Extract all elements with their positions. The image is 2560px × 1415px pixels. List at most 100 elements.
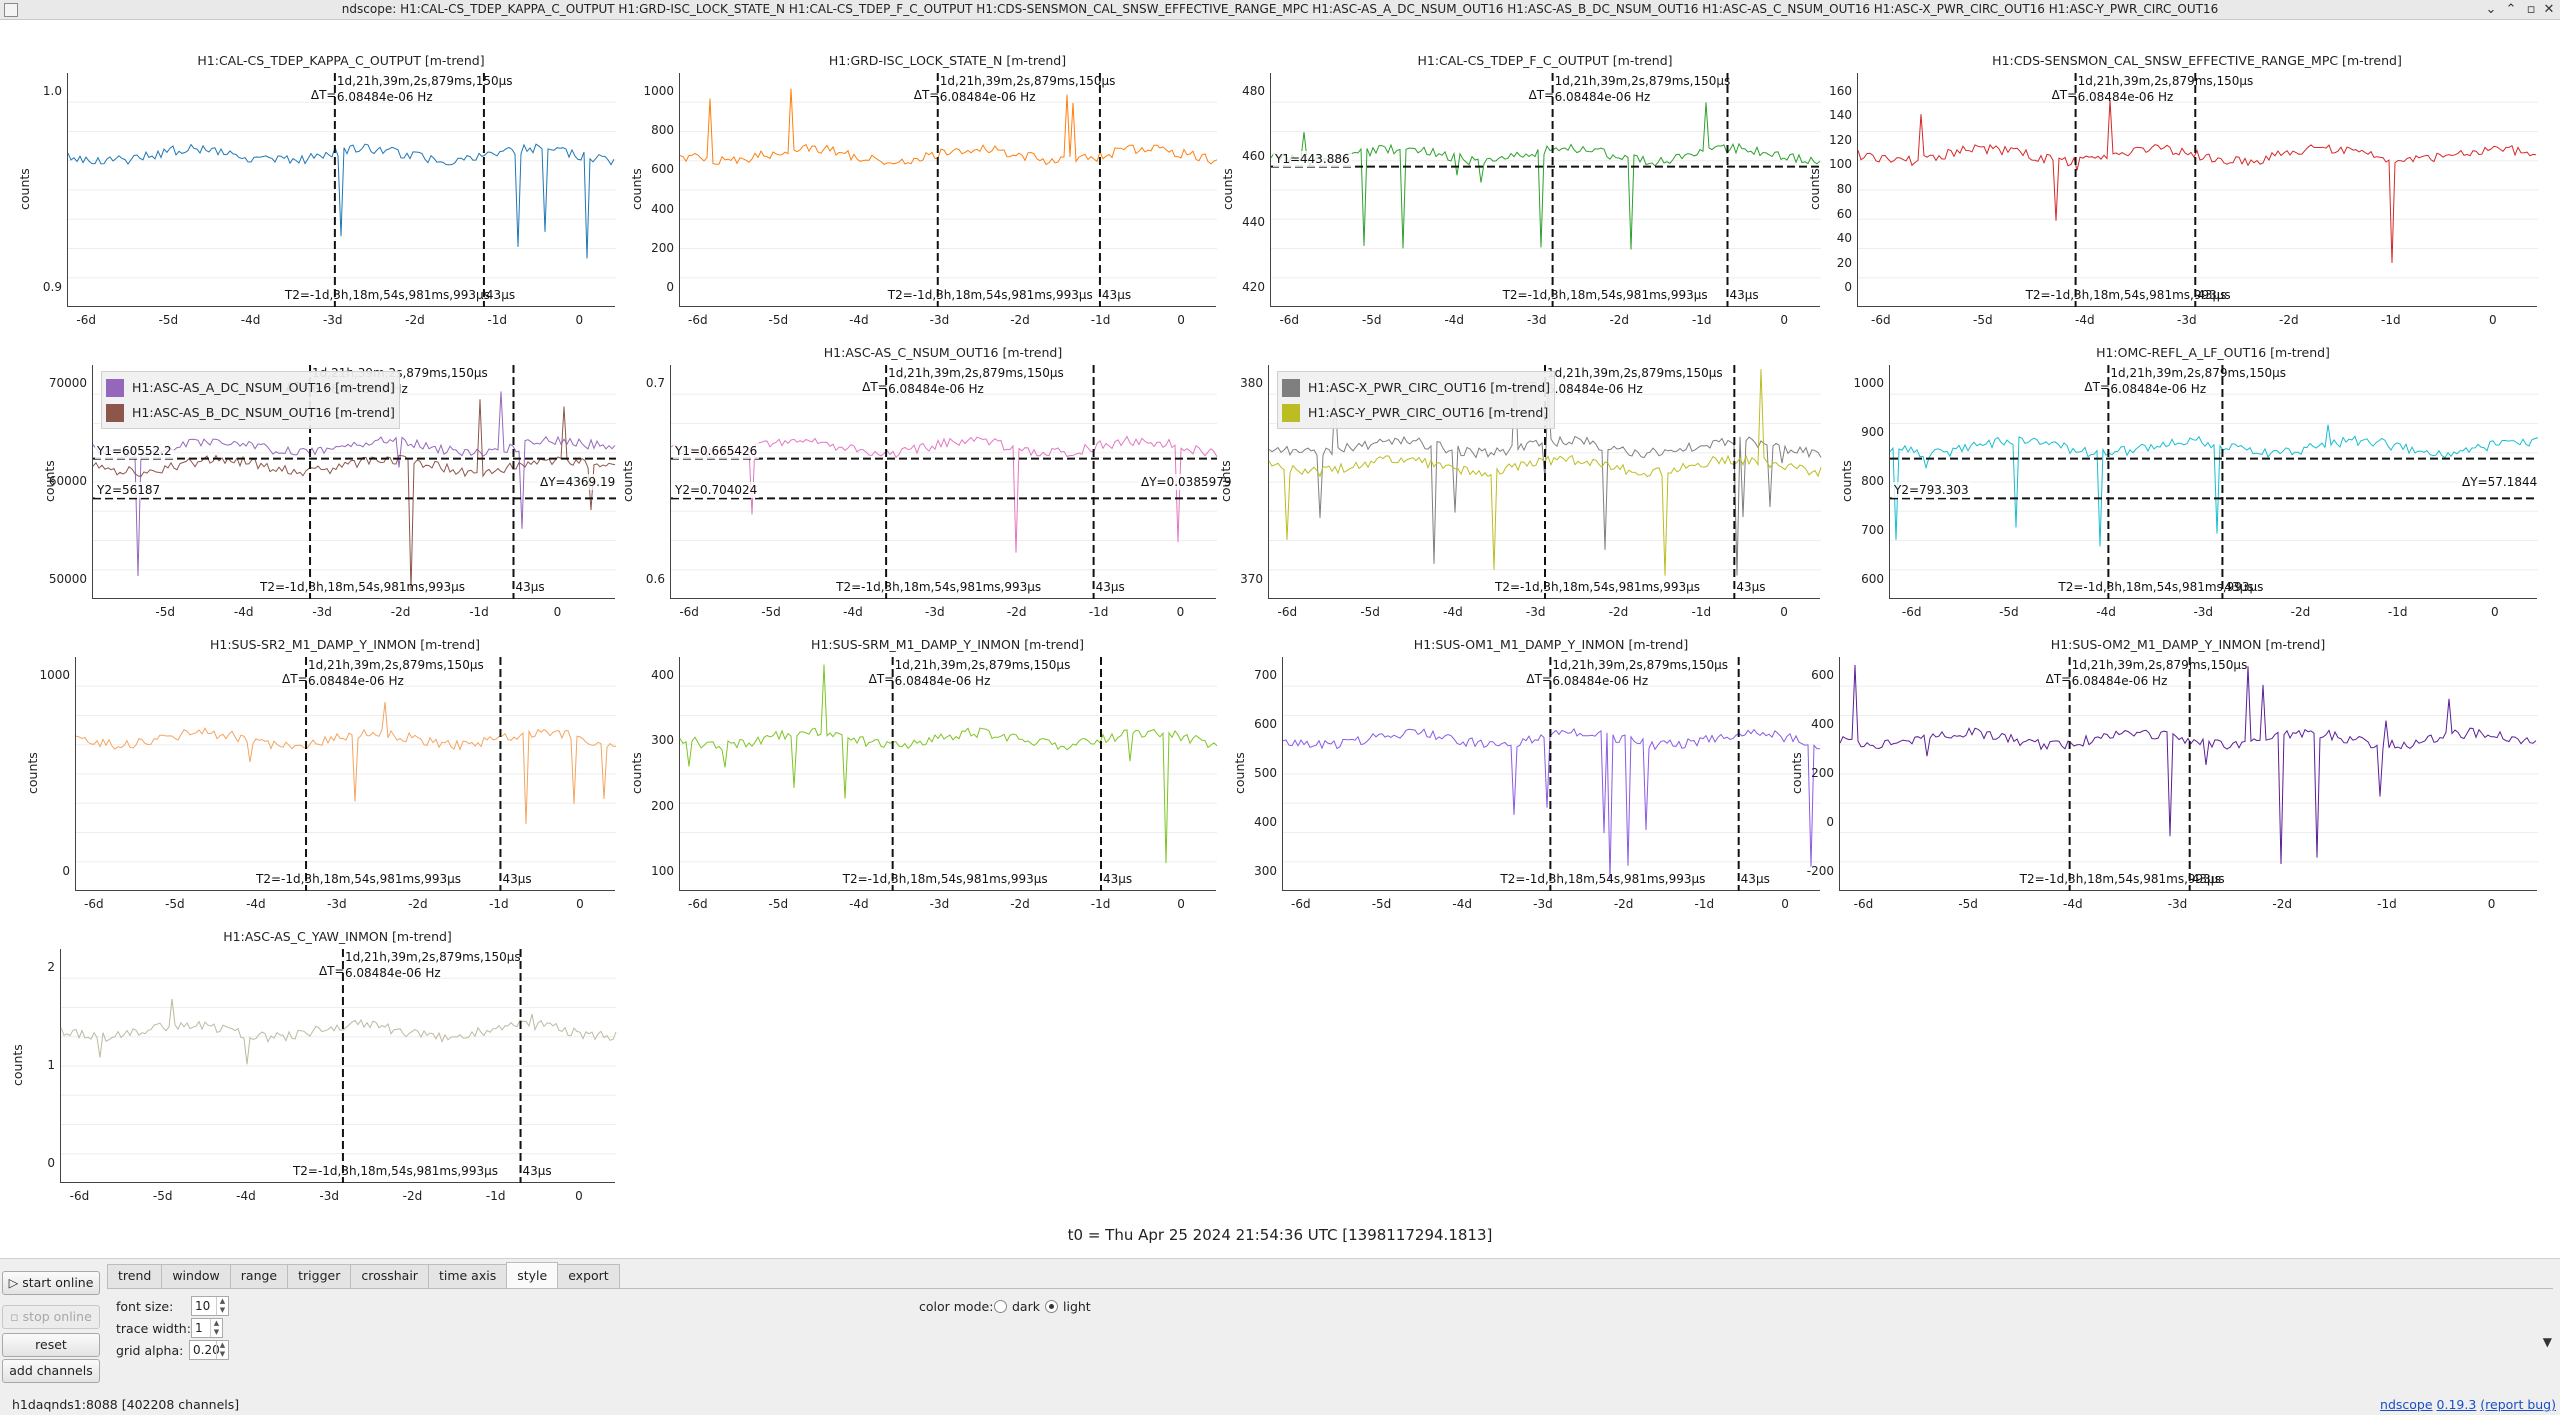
tab-range[interactable]: range [229,1264,289,1288]
add-channels-button[interactable]: add channels [2,1359,100,1383]
frequency-readout: 6.08484e-06 Hz [888,382,984,396]
t2-readout-suffix: 43μs [1101,288,1132,302]
trace-canvas [60,949,617,1183]
x-tick-label: -5d [158,313,179,327]
legend-item[interactable]: H1:ASC-AS_B_DC_NSUM_OUT16 [m-trend] [106,400,395,425]
legend-label: H1:ASC-Y_PWR_CIRC_OUT16 [m-trend] [1308,405,1549,420]
trace-canvas [1839,657,2538,891]
style-pane: font size: 10 ▲ ▼ trace width: 1 ▲ ▼ grid al… [107,1288,2553,1388]
x-tick-label: 0 [1780,605,1788,619]
plot-axes-asab[interactable]: ΔT=1d,21h,39m,2s,879ms,150μs6.08484e-06 … [92,365,618,599]
t2-readout: T2=-1d,3h,18m,54s,981ms,993μs [1502,288,1708,302]
x-tick-label: 0 [553,605,562,619]
font-size-spinbox[interactable]: 10 ▲ ▼ [191,1296,229,1316]
plot-axes-fc[interactable]: ΔT= 1d,21h,39m,2s,879ms,150μs 6.08484e-06 … [1270,73,1821,307]
x-tick-label: -1d [1090,897,1111,911]
color-mode-label: color mode: [919,1299,994,1314]
tab-time-axis[interactable]: time axis [427,1264,508,1288]
y-tick-label: 400 [1254,815,1277,830]
trace-width-spinbox[interactable]: 1 ▲ ▼ [191,1318,223,1338]
y-tick-label: 700 [1861,523,1884,538]
plot-title-kappa: H1:CAL-CS_TDEP_KAPPA_C_OUTPUT [m-trend] [197,53,485,68]
plot-axes-om2[interactable]: ΔT= 1d,21h,39m,2s,879ms,150μs 6.08484e-06 … [1839,657,2538,891]
legend-asab[interactable]: H1:ASC-AS_A_DC_NSUM_OUT16 [m-trend] H1:AS… [101,371,400,429]
y-tick-label: 2 [47,959,55,974]
t2-readout-suffix: 43μs [502,872,532,886]
legend-item[interactable]: H1:ASC-AS_A_DC_NSUM_OUT16 [m-trend] [106,375,395,400]
y-tick-label: 200 [1811,766,1834,780]
y-tick-label: 200 [651,240,674,255]
version-link[interactable]: 0.19.3 [2436,1397,2477,1412]
y2-readout: Y2=793.303 [1892,482,1971,499]
t1-readout: 1d,21h,39m,2s,879ms,150μs [1547,366,1723,380]
legend-item[interactable]: H1:ASC-X_PWR_CIRC_OUT16 [m-trend] [1282,375,1550,400]
legend-item[interactable]: H1:ASC-Y_PWR_CIRC_OUT16 [m-trend] [1282,400,1550,425]
close-button[interactable]: ✕ [2543,2,2555,17]
tab-export[interactable]: export [557,1264,620,1288]
t2-readout: T2=-1d,3h,18m,54s,981ms,993μs [2025,288,2231,302]
trace-line-sr2 [75,701,617,825]
x-tick-label: -5d [152,1189,173,1203]
frequency-readout: 6.08484e-06 Hz [2077,90,2174,104]
spin-arrows-icon[interactable]: ▲ ▼ [216,1341,228,1359]
plot-axes-kappa[interactable]: ΔT= 1d,21h,39m,2s,879ms,150μs 6.08484e-06 … [67,73,616,307]
y-tick-label: 800 [1861,474,1884,488]
x-tick-label: -1d [1691,605,1712,619]
y2-readout: Y2=56187 [95,482,163,499]
x-tick-label: -3d [2177,313,2197,327]
spin-arrows-icon[interactable]: ▲ ▼ [216,1297,228,1315]
plot-axes-omc[interactable]: ΔT= 1d,21h,39m,2s,879ms,150μs 6.08484e-06 … [1889,365,2540,599]
plot-axes-sensmon[interactable]: ΔT= 1d,21h,39m,2s,879ms,150μs 6.08484e-06 … [1857,73,2538,307]
x-tick-label: -1d [1694,897,1715,911]
t1-readout: 1d,21h,39m,2s,879ms,150μs [888,366,1064,380]
plot-axes-srm[interactable]: ΔT= 1d,21h,39m,2s,879ms,150μs 6.08484e-06 … [679,657,1218,891]
tab-trend[interactable]: trend [107,1264,163,1288]
x-tick-label: -6d [1901,605,1922,619]
plot-axes-grd[interactable]: ΔT= 1d,21h,39m,2s,879ms,150μs 6.08484e-06 … [679,73,1218,307]
legend-swatch [1282,378,1300,397]
restore-button[interactable]: ▫ [2526,2,2536,17]
x-tick-label: -2d [1006,605,1027,619]
plot-axes-om1[interactable]: ΔT= 1d,21h,39m,2s,879ms,150μs 6.08484e-06 … [1282,657,1821,891]
t2-readout: T2=-1d,3h,18m,54s,981ms,993μs [2058,580,2264,594]
light-mode-radio[interactable] [1045,1300,1058,1313]
tab-trigger[interactable]: trigger [287,1264,352,1288]
x-tick-label: -1d [489,897,509,911]
ndscope-link[interactable]: ndscope [2380,1397,2433,1412]
x-tick-label: -6d [1871,313,1891,327]
spin-arrows-icon[interactable]: ▲ ▼ [210,1319,222,1337]
dark-mode-radio[interactable] [994,1300,1007,1313]
x-tick-label: -6d [1279,313,1300,327]
t2-readout-suffix: 43μs [1740,872,1770,886]
y-axis-label-fc: counts [1220,168,1235,210]
plot-axes-yaw[interactable]: ΔT= 1d,21h,39m,2s,879ms,150μs 6.08484e-06 … [60,949,617,1183]
trace-canvas [679,73,1218,307]
delta-t-label: ΔT= [913,88,940,102]
report-bug-link[interactable]: (report bug) [2480,1397,2556,1412]
t1-readout: 1d,21h,39m,2s,879ms,150μs [939,74,1116,88]
collapse-arrow-icon[interactable]: ▼ [2542,1335,2552,1349]
frequency-readout: 6.08484e-06 Hz [308,674,404,688]
t2-readout-suffix: 43μs [1095,580,1125,594]
plot-axes-sr2[interactable]: ΔT= 1d,21h,39m,2s,879ms,150μs 6.08484e-06 … [75,657,617,891]
start-online-button[interactable]: ▷ start online [2,1271,100,1295]
trace-canvas [1857,73,2538,307]
plot-axes-asc[interactable]: ΔT= 1d,21h,39m,2s,879ms,150μs 6.08484e-06 … [670,365,1234,599]
delta-t-label: ΔT= [1528,88,1555,102]
tab-window[interactable]: window [161,1264,231,1288]
stop-online-button: ▫ stop online [2,1305,100,1329]
x-tick-label: -1d [2377,897,2397,911]
tab-crosshair[interactable]: crosshair [350,1264,429,1288]
y-tick-label: 400 [651,667,674,682]
t2-readout: T2=-1d,3h,18m,54s,981ms,993μs [1500,872,1706,886]
reset-button[interactable]: reset [2,1333,100,1357]
x-tick-label: -1d [1090,313,1111,327]
grid-alpha-spinbox[interactable]: 0.20 ▲ ▼ [189,1340,229,1360]
delta-t-label: ΔT= [868,672,895,686]
x-tick-label: -6d [69,1189,90,1203]
tab-style[interactable]: style [506,1262,559,1288]
legend-pwr[interactable]: H1:ASC-X_PWR_CIRC_OUT16 [m-trend] H1:ASC-… [1277,371,1556,429]
minimize-button[interactable]: ⌄ [2485,2,2497,17]
maximize-button[interactable]: ⌃ [2505,2,2517,17]
plot-axes-pwr[interactable]: ΔT=1d,21h,39m,2s,879ms,150μs6.08484e-06 … [1268,365,1822,599]
